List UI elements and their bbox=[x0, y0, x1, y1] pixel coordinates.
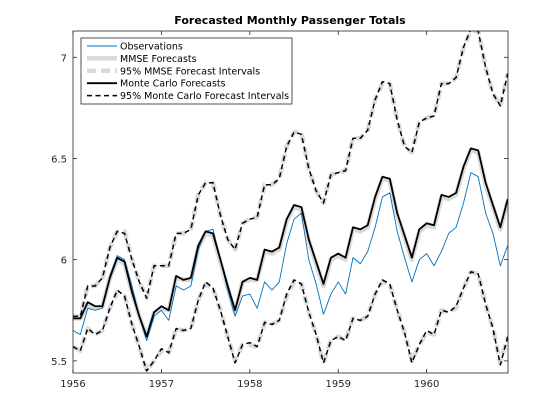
x-tick-label: 1959 bbox=[326, 379, 351, 390]
legend-box bbox=[80, 37, 293, 105]
y-tick-label: 7 bbox=[61, 53, 67, 64]
series-line-5 bbox=[73, 31, 508, 318]
series-layer bbox=[73, 31, 508, 373]
series-line-4 bbox=[73, 147, 508, 338]
y-tick-label: 6 bbox=[61, 256, 67, 267]
legend-label: 95% Monte Carlo Forecast Intervals bbox=[120, 91, 289, 102]
legend-label: Observations bbox=[120, 42, 183, 53]
series-line-0 bbox=[73, 172, 508, 342]
x-tick-label: 1956 bbox=[60, 379, 85, 390]
x-tick-label: 1957 bbox=[149, 379, 174, 390]
axes-box bbox=[72, 30, 509, 374]
legend-label: Monte Carlo Forecasts bbox=[120, 79, 226, 90]
x-tick-label: 1958 bbox=[237, 379, 262, 390]
legend-label: MMSE Forecasts bbox=[120, 54, 197, 65]
x-tick-label: 1960 bbox=[414, 379, 439, 390]
y-tick-label: 6.5 bbox=[51, 154, 67, 165]
series-line-6 bbox=[73, 271, 508, 372]
chart-title: Forecasted Monthly Passenger Totals bbox=[174, 14, 406, 27]
series-line-3 bbox=[73, 269, 508, 373]
legend-label: 95% MMSE Forecast Intervals bbox=[120, 66, 260, 77]
ticks-layer: 1956 1957 1958 1959 1960 5.5 6 6.5 7 bbox=[51, 31, 508, 390]
y-tick-label: 5.5 bbox=[51, 357, 67, 368]
